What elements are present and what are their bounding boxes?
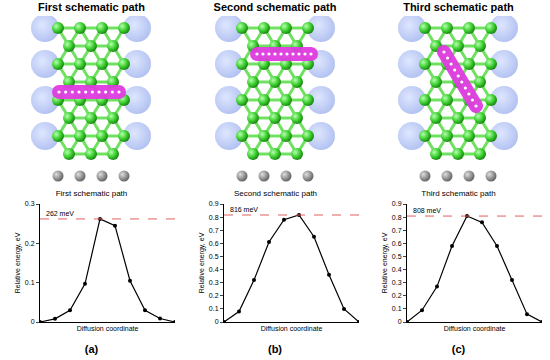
svg-text:Diffusion coordinate: Diffusion coordinate [260,325,322,332]
html-text:(a): (a) [84,343,99,355]
svg-text:0.4: 0.4 [208,266,218,273]
svg-text:0.8: 0.8 [208,214,218,221]
svg-text:0.7: 0.7 [392,227,402,234]
svg-text:0.2: 0.2 [25,240,35,247]
svg-text:0.5: 0.5 [392,253,402,260]
svg-text:808 meV: 808 meV [413,207,441,214]
svg-text:0.6: 0.6 [392,240,402,247]
svg-text:0.1: 0.1 [25,279,35,286]
svg-text:0.3: 0.3 [392,279,402,286]
svg-text:0.7: 0.7 [208,227,218,234]
html-text:Second schematic path: Second schematic path [213,1,337,13]
svg-text:0.9: 0.9 [208,200,218,207]
svg-text:0: 0 [31,318,35,325]
svg-text:Diffusion coordinate: Diffusion coordinate [444,325,506,332]
html-text:(b): (b) [268,343,282,355]
svg-text:0.9: 0.9 [392,200,402,207]
svg-text:0.6: 0.6 [208,240,218,247]
svg-text:816 meV: 816 meV [230,206,258,213]
svg-text:First schematic path: First schematic path [56,189,128,198]
html-text:(c): (c) [451,343,466,355]
svg-text:0.4: 0.4 [392,266,402,273]
svg-text:0.3: 0.3 [208,279,218,286]
svg-text:Relative energy, eV: Relative energy, eV [14,232,22,293]
svg-text:0.2: 0.2 [392,292,402,299]
svg-text:Relative energy, eV: Relative energy, eV [381,232,389,293]
svg-text:262 meV: 262 meV [46,210,74,217]
svg-text:0: 0 [214,318,218,325]
svg-text:0.8: 0.8 [392,214,402,221]
svg-text:Diffusion coordinate: Diffusion coordinate [77,325,139,332]
html-text:First schematic path: First schematic path [38,1,145,13]
svg-text:Relative energy, eV: Relative energy, eV [197,232,205,293]
svg-text:Second schematic path: Second schematic path [233,189,316,198]
svg-text:0.1: 0.1 [392,305,402,312]
svg-text:0.3: 0.3 [25,200,35,207]
html-text:Third schematic path: Third schematic path [403,1,514,13]
svg-text:0.2: 0.2 [208,292,218,299]
svg-text:0: 0 [398,318,402,325]
svg-text:Third schematic path: Third schematic path [421,189,495,198]
svg-text:0.1: 0.1 [208,305,218,312]
svg-text:0.5: 0.5 [208,253,218,260]
